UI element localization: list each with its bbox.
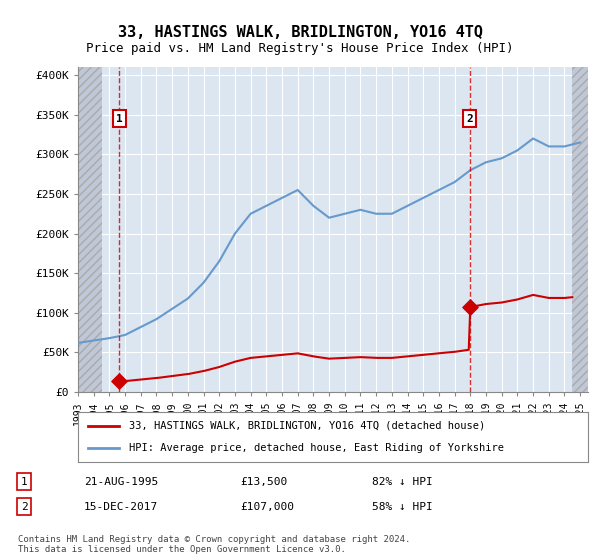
- Text: 58% ↓ HPI: 58% ↓ HPI: [372, 502, 433, 512]
- Text: 33, HASTINGS WALK, BRIDLINGTON, YO16 4TQ: 33, HASTINGS WALK, BRIDLINGTON, YO16 4TQ: [118, 25, 482, 40]
- Text: 33, HASTINGS WALK, BRIDLINGTON, YO16 4TQ (detached house): 33, HASTINGS WALK, BRIDLINGTON, YO16 4TQ…: [129, 421, 485, 431]
- Text: 1: 1: [116, 114, 123, 124]
- Text: 1: 1: [20, 477, 28, 487]
- Text: HPI: Average price, detached house, East Riding of Yorkshire: HPI: Average price, detached house, East…: [129, 443, 504, 453]
- Text: Contains HM Land Registry data © Crown copyright and database right 2024.
This d: Contains HM Land Registry data © Crown c…: [18, 535, 410, 554]
- Bar: [572, 67, 588, 392]
- Text: 21-AUG-1995: 21-AUG-1995: [84, 477, 158, 487]
- Text: 2: 2: [466, 114, 473, 124]
- Point: [115, 377, 124, 386]
- Point: [465, 303, 475, 312]
- Text: £107,000: £107,000: [240, 502, 294, 512]
- Text: Price paid vs. HM Land Registry's House Price Index (HPI): Price paid vs. HM Land Registry's House …: [86, 42, 514, 55]
- Text: 15-DEC-2017: 15-DEC-2017: [84, 502, 158, 512]
- Text: £13,500: £13,500: [240, 477, 287, 487]
- Text: 2: 2: [20, 502, 28, 512]
- Text: 82% ↓ HPI: 82% ↓ HPI: [372, 477, 433, 487]
- Bar: [78, 67, 101, 392]
